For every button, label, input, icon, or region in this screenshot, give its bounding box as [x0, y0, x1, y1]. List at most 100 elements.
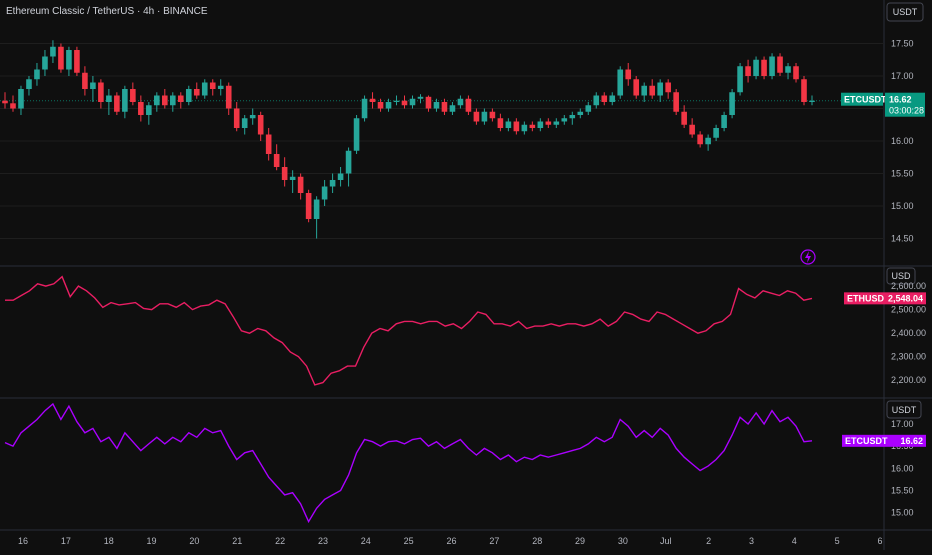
candle[interactable]: [689, 118, 695, 138]
candle[interactable]: [50, 40, 56, 63]
time-axis[interactable]: 16 17 18 19 20 21 22 23 24 25 26 27 28 29 30 Jul 2 3 4 5 6: [0, 529, 932, 546]
candle[interactable]: [609, 92, 616, 106]
candle[interactable]: [745, 59, 751, 83]
candle[interactable]: [593, 92, 600, 109]
candle[interactable]: [465, 95, 472, 116]
candle[interactable]: [66, 46, 72, 76]
candle[interactable]: [697, 131, 703, 148]
candle[interactable]: [177, 92, 184, 109]
candle[interactable]: [401, 95, 408, 109]
candle[interactable]: [249, 108, 256, 125]
candle[interactable]: [577, 108, 584, 119]
candle[interactable]: [657, 79, 663, 102]
candle[interactable]: [537, 118, 544, 132]
candle[interactable]: [553, 118, 560, 128]
lightning-alert-icon[interactable]: [800, 249, 816, 265]
candle[interactable]: [617, 66, 624, 99]
candle[interactable]: [169, 92, 176, 112]
candle[interactable]: [217, 79, 224, 96]
candle[interactable]: [130, 82, 136, 106]
candle[interactable]: [273, 144, 280, 171]
series-line[interactable]: [5, 275, 813, 386]
candle[interactable]: [481, 108, 488, 125]
candle[interactable]: [529, 121, 536, 132]
candle[interactable]: [225, 82, 232, 116]
candle[interactable]: [345, 147, 352, 187]
candle[interactable]: [417, 94, 424, 104]
candle[interactable]: [42, 50, 48, 76]
candle[interactable]: [497, 113, 504, 132]
candle[interactable]: [393, 95, 400, 106]
candle[interactable]: [585, 102, 592, 115]
candle[interactable]: [321, 180, 328, 206]
candle[interactable]: [449, 102, 456, 115]
candle[interactable]: [34, 63, 40, 86]
candle[interactable]: [721, 111, 727, 132]
candle[interactable]: [201, 79, 208, 99]
candle[interactable]: [513, 118, 520, 135]
candle[interactable]: [801, 76, 807, 106]
candle[interactable]: [281, 157, 288, 187]
candle[interactable]: [146, 102, 152, 125]
candle[interactable]: [505, 118, 512, 132]
candle[interactable]: [90, 76, 96, 102]
candle[interactable]: [361, 95, 368, 122]
candle[interactable]: [241, 115, 248, 135]
series-line[interactable]: [4, 402, 813, 524]
candle[interactable]: [154, 92, 160, 112]
candle[interactable]: [521, 121, 528, 135]
candle[interactable]: [377, 98, 384, 112]
candle[interactable]: [737, 63, 743, 96]
candle[interactable]: [793, 63, 799, 83]
candle[interactable]: [601, 92, 608, 106]
candle[interactable]: [58, 43, 64, 73]
candle[interactable]: [233, 102, 240, 132]
candle[interactable]: [369, 92, 376, 109]
candle[interactable]: [74, 46, 80, 76]
candle[interactable]: [641, 82, 648, 103]
candle[interactable]: [561, 115, 568, 125]
eth-line-pane[interactable]: 2,600.00 2,500.00 2,400.00 2,300.00 2,200.00…: [5, 275, 926, 386]
candle[interactable]: [489, 108, 496, 122]
candle[interactable]: [705, 134, 711, 151]
candlestick-pane[interactable]: 17.5017.0016.5016.0015.5015.0014.50ETCUS…: [0, 39, 925, 244]
candle[interactable]: [385, 98, 392, 112]
eth-unit-badge[interactable]: USD: [886, 267, 916, 285]
candle[interactable]: [297, 173, 304, 200]
candle[interactable]: [649, 79, 655, 99]
candle[interactable]: [625, 63, 632, 86]
candle[interactable]: [441, 98, 448, 115]
candle[interactable]: [409, 95, 416, 109]
candle[interactable]: [98, 79, 104, 109]
candle[interactable]: [753, 56, 759, 80]
candle[interactable]: [673, 89, 679, 115]
candle[interactable]: [82, 66, 88, 96]
candle[interactable]: [2, 92, 8, 109]
candle[interactable]: [761, 56, 767, 80]
etc-unit-badge[interactable]: USDT: [886, 400, 922, 419]
candle[interactable]: [425, 95, 432, 112]
candle[interactable]: [138, 95, 144, 122]
candle[interactable]: [769, 53, 775, 80]
candle[interactable]: [257, 111, 264, 141]
candle[interactable]: [305, 189, 312, 223]
candle[interactable]: [18, 85, 24, 115]
candle[interactable]: [809, 95, 815, 106]
candle[interactable]: [185, 85, 192, 106]
candle[interactable]: [26, 76, 32, 96]
candle[interactable]: [114, 92, 120, 115]
candle[interactable]: [122, 85, 128, 119]
candle[interactable]: [10, 95, 16, 112]
candle[interactable]: [162, 89, 168, 109]
candle[interactable]: [209, 79, 216, 96]
candle[interactable]: [433, 98, 440, 112]
candle[interactable]: [329, 173, 336, 194]
candle[interactable]: [713, 124, 719, 141]
main-unit-badge[interactable]: USDT: [886, 2, 924, 22]
candle[interactable]: [337, 167, 344, 187]
candle[interactable]: [106, 89, 112, 115]
candle[interactable]: [313, 196, 320, 239]
